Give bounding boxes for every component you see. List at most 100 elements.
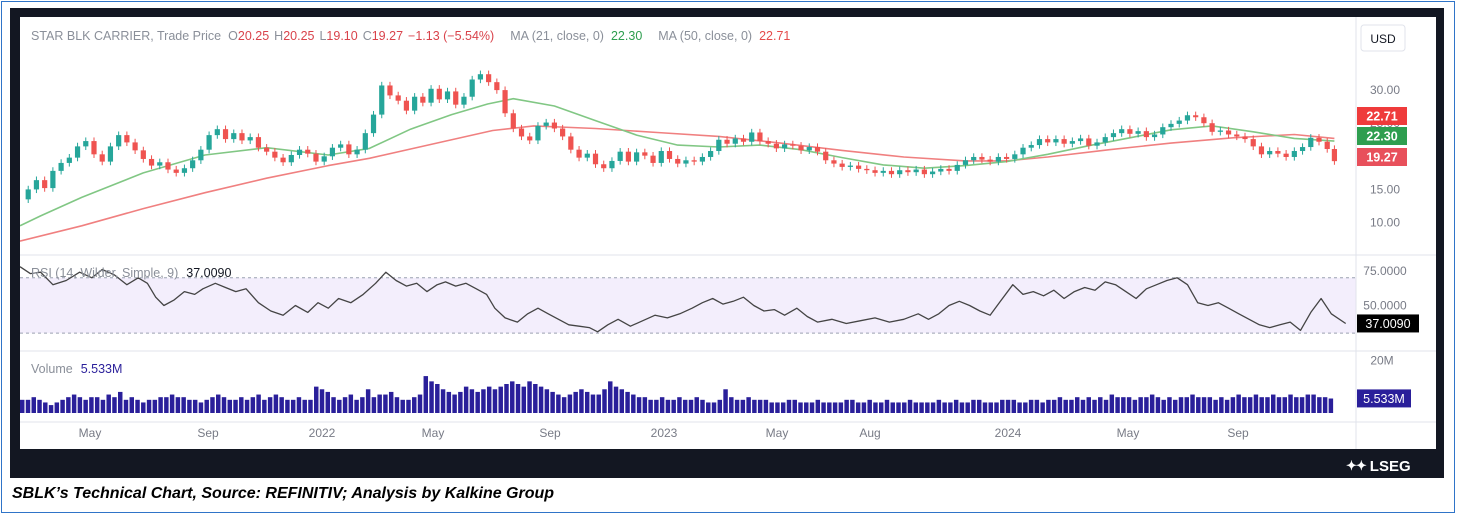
volume-bar <box>625 391 630 413</box>
x-tick-label: May <box>766 426 789 440</box>
volume-bar <box>1282 397 1287 413</box>
volume-bar <box>1259 397 1264 413</box>
volume-bar <box>1288 394 1293 413</box>
x-tick-label: May <box>1117 426 1140 440</box>
candle-body <box>296 149 303 155</box>
volume-bar <box>1155 397 1161 413</box>
candle-body <box>222 129 229 140</box>
volume-bar <box>25 399 31 413</box>
candle-body <box>724 139 730 144</box>
volume-bar <box>331 397 336 413</box>
candle-body <box>625 151 631 162</box>
candle-body <box>132 142 138 151</box>
volume-bar <box>354 399 359 413</box>
rsi-line <box>19 266 1347 333</box>
candle-body <box>839 163 845 167</box>
rsi-legend: RSI (14, Wilder, Simple, 9) 37.0090 <box>31 266 231 280</box>
volume-bar <box>948 402 953 413</box>
candle-body <box>1193 115 1199 118</box>
candle-body <box>395 95 401 101</box>
volume-bar <box>1196 397 1201 413</box>
candle-body <box>543 122 549 126</box>
chart-svg: 30.0025.0020.0015.0010.0075.000050.00002… <box>19 17 1436 449</box>
candle-body <box>987 159 993 162</box>
candle-body <box>946 168 952 171</box>
candle-body <box>1184 115 1191 121</box>
candle-body <box>272 151 278 158</box>
close-label: C <box>363 29 372 43</box>
volume-tick-label: 20M <box>1370 353 1393 367</box>
volume-bar <box>971 399 976 413</box>
candle-body <box>1250 139 1256 147</box>
rsi-band <box>20 277 1356 334</box>
candle-body <box>370 114 377 134</box>
candle-body <box>699 156 705 162</box>
volume-bar <box>538 386 544 413</box>
candle-body <box>124 135 130 143</box>
volume-bar <box>458 391 463 413</box>
candle-body <box>527 136 533 141</box>
volume-bar <box>1317 397 1322 413</box>
volume-bar <box>919 402 924 413</box>
volume-bar <box>198 402 204 413</box>
volume-label: Volume <box>31 362 73 376</box>
candle-body <box>732 138 738 144</box>
volume-bar <box>1034 399 1040 413</box>
candle-body <box>913 169 919 173</box>
ma50-label: MA (50, close, 0) <box>658 29 752 43</box>
candle-body <box>116 135 122 147</box>
volume-bar <box>302 399 307 413</box>
volume-bar <box>48 405 54 413</box>
candle-body <box>338 144 344 148</box>
candle-body <box>1160 127 1166 135</box>
price-legend: STAR BLK CARRIER, Trade Price O20.25 H20.2… <box>31 29 790 43</box>
high-label: H <box>274 29 283 43</box>
volume-bar <box>1294 397 1299 413</box>
volume-bar <box>792 399 797 413</box>
candle-body <box>1283 153 1289 157</box>
x-tick-label: May <box>79 426 102 440</box>
volume-bar <box>112 397 117 413</box>
candle-body <box>346 144 352 155</box>
candle-body <box>83 141 89 147</box>
last-price-badge-label: 19.27 <box>1366 151 1397 165</box>
candle-body <box>214 129 220 136</box>
volume-bar <box>740 399 746 413</box>
volume-bar <box>1017 402 1022 413</box>
volume-bar <box>388 391 394 413</box>
candle-body <box>560 128 566 137</box>
volume-bar <box>60 399 65 413</box>
price-tick-label: 15.00 <box>1370 182 1400 196</box>
volume-bar <box>1040 402 1045 413</box>
volume-bar <box>965 402 970 413</box>
candle-body <box>255 137 262 148</box>
candle-body <box>1094 142 1100 146</box>
candle-body <box>42 180 48 189</box>
volume-bar <box>1242 397 1247 413</box>
candle-body <box>1003 156 1010 159</box>
volume-bar <box>711 402 717 413</box>
volume-bar <box>371 397 377 413</box>
volume-bar <box>1230 397 1236 413</box>
volume-bar <box>244 399 250 413</box>
lseg-logo: ✦✦ LSEG <box>1346 457 1411 475</box>
candle-body <box>995 156 1001 162</box>
candle-body <box>518 128 525 137</box>
x-tick-label: 2022 <box>309 426 336 440</box>
volume-bar <box>83 399 88 413</box>
volume-bar <box>1184 397 1189 413</box>
candle-body <box>831 160 837 164</box>
volume-bar <box>1161 399 1166 413</box>
volume-bar <box>533 384 538 413</box>
candle-body <box>165 162 171 170</box>
volume-bar <box>855 402 861 413</box>
candle-body <box>1086 138 1092 146</box>
volume-bar <box>942 402 947 413</box>
candle-body <box>1267 151 1273 155</box>
candle-body <box>1069 141 1075 144</box>
currency-button[interactable] <box>1360 24 1406 52</box>
candle-body <box>1316 137 1322 142</box>
volume-bar <box>556 394 561 413</box>
volume-bar <box>717 399 723 413</box>
volume-bar <box>959 402 965 413</box>
